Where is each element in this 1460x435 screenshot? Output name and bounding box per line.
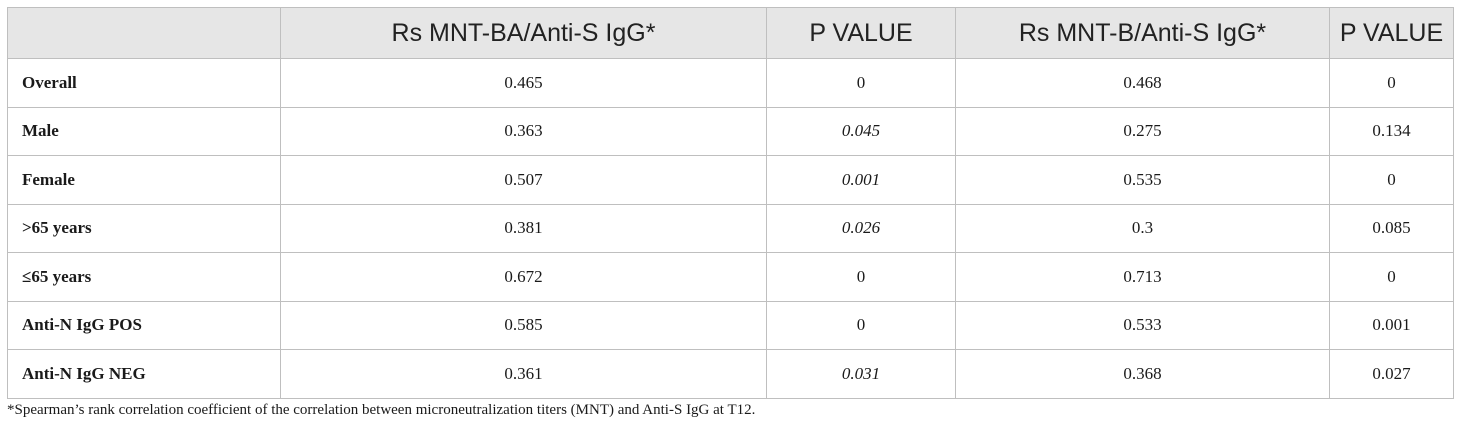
rs-b-cell: 0.368 — [955, 349, 1330, 399]
p-ba-cell: 0 — [766, 252, 956, 302]
p-ba-cell: 0.045 — [766, 106, 956, 156]
table-row: Female 0.507 0.001 0.535 0 — [7, 155, 1454, 205]
row-label: Overall — [7, 58, 281, 108]
row-label: >65 years — [7, 203, 281, 253]
p-b-cell: 0 — [1329, 58, 1454, 108]
p-b-cell: 0.134 — [1329, 106, 1454, 156]
rs-b-cell: 0.3 — [955, 203, 1330, 253]
rs-ba-cell: 0.363 — [280, 106, 767, 156]
table-row: Overall 0.465 0 0.468 0 — [7, 58, 1454, 108]
table-row: Male 0.363 0.045 0.275 0.134 — [7, 106, 1454, 156]
header-p-value-b: P VALUE — [1329, 7, 1454, 59]
p-b-cell: 0.001 — [1329, 300, 1454, 350]
rs-b-cell: 0.275 — [955, 106, 1330, 156]
p-ba-cell: 0.001 — [766, 155, 956, 205]
header-rs-mnt-ba: Rs MNT-BA/Anti-S IgG* — [280, 7, 767, 59]
rs-ba-cell: 0.361 — [280, 349, 767, 399]
rs-ba-cell: 0.585 — [280, 300, 767, 350]
p-b-cell: 0 — [1329, 155, 1454, 205]
rs-b-cell: 0.468 — [955, 58, 1330, 108]
rs-ba-cell: 0.672 — [280, 252, 767, 302]
p-b-cell: 0.027 — [1329, 349, 1454, 399]
p-ba-cell: 0 — [766, 300, 956, 350]
rs-ba-cell: 0.381 — [280, 203, 767, 253]
p-ba-cell: 0.026 — [766, 203, 956, 253]
correlation-table-container: Rs MNT-BA/Anti-S IgG* P VALUE Rs MNT-B/A… — [7, 7, 1454, 399]
row-label: ≤65 years — [7, 252, 281, 302]
header-p-value-ba: P VALUE — [766, 7, 956, 59]
row-label: Male — [7, 106, 281, 156]
row-label: Anti-N IgG POS — [7, 300, 281, 350]
table-row: Anti-N IgG NEG 0.361 0.031 0.368 0.027 — [7, 349, 1454, 399]
table-header-row: Rs MNT-BA/Anti-S IgG* P VALUE Rs MNT-B/A… — [7, 7, 1454, 59]
rs-ba-cell: 0.507 — [280, 155, 767, 205]
rs-b-cell: 0.533 — [955, 300, 1330, 350]
rs-ba-cell: 0.465 — [280, 58, 767, 108]
rs-b-cell: 0.713 — [955, 252, 1330, 302]
p-b-cell: 0 — [1329, 252, 1454, 302]
rs-b-cell: 0.535 — [955, 155, 1330, 205]
table-row: >65 years 0.381 0.026 0.3 0.085 — [7, 203, 1454, 253]
row-label: Anti-N IgG NEG — [7, 349, 281, 399]
table-row: Anti-N IgG POS 0.585 0 0.533 0.001 — [7, 300, 1454, 350]
header-row-label — [7, 7, 281, 59]
p-ba-cell: 0 — [766, 58, 956, 108]
p-b-cell: 0.085 — [1329, 203, 1454, 253]
p-ba-cell: 0.031 — [766, 349, 956, 399]
table-row: ≤65 years 0.672 0 0.713 0 — [7, 252, 1454, 302]
header-rs-mnt-b: Rs MNT-B/Anti-S IgG* — [955, 7, 1330, 59]
table-footnote: *Spearman’s rank correlation coefficient… — [7, 402, 756, 418]
correlation-table: Rs MNT-BA/Anti-S IgG* P VALUE Rs MNT-B/A… — [7, 7, 1454, 399]
row-label: Female — [7, 155, 281, 205]
